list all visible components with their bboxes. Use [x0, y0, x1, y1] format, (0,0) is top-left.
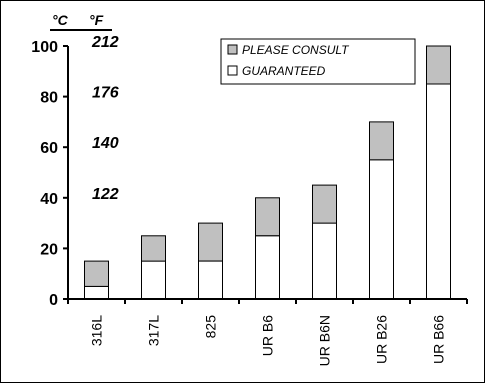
x-category-label: UR B6 [260, 315, 276, 356]
bar-segment-please-consult [312, 184, 337, 224]
bar-segment-guaranteed [198, 260, 223, 300]
legend-swatch-guaranteed [227, 65, 238, 76]
bar-segment-guaranteed [141, 260, 166, 300]
y-tick-label: 40 [40, 191, 58, 208]
x-category-label: 316L [89, 315, 105, 346]
bars [84, 45, 451, 300]
fahrenheit-label: 140 [92, 135, 119, 152]
bar-segment-please-consult [255, 197, 280, 237]
fahrenheit-labels: 212 176 140 122 [91, 34, 119, 203]
x-category-label: UR B26 [374, 315, 390, 364]
bar-segment-guaranteed [312, 222, 337, 300]
x-category-label: UR B66 [431, 315, 447, 364]
legend: PLEASE CONSULT GUARANTEED [220, 38, 416, 85]
fahrenheit-label: 212 [91, 34, 119, 51]
bar-segment-guaranteed [255, 235, 280, 300]
x-axis: 316L 317L 825 UR B6 UR B6N UR B26 UR B66 [67, 298, 468, 366]
x-category-label: UR B6N [317, 315, 333, 366]
legend-box [220, 38, 416, 85]
x-category-label: 317L [146, 315, 162, 346]
legend-label-guaranteed: GUARANTEED [242, 64, 326, 78]
y-tick-label: 60 [40, 140, 58, 157]
bar-segment-please-consult [369, 121, 394, 161]
y-tick-label: 100 [31, 39, 58, 56]
bar-segment-please-consult [426, 45, 451, 85]
bar-segment-guaranteed [426, 83, 451, 300]
bar-segment-please-consult [84, 260, 109, 287]
y-unit-fahrenheit-label: °F [89, 12, 104, 28]
y-tick-label: 0 [49, 292, 58, 309]
y-axis: 0 20 40 60 80 100 [31, 39, 69, 309]
fahrenheit-label: 122 [92, 186, 119, 203]
x-category-label: 825 [203, 315, 219, 339]
bar-segment-please-consult [198, 222, 223, 262]
bar-segment-guaranteed [84, 285, 109, 300]
fahrenheit-label: 176 [92, 85, 119, 102]
bar-segment-guaranteed [369, 159, 394, 300]
legend-swatch-please-consult [227, 44, 238, 55]
y-tick-label: 80 [40, 90, 58, 107]
y-unit-celsius-label: °C [52, 12, 69, 28]
legend-label-please-consult: PLEASE CONSULT [242, 43, 350, 57]
y-tick-label: 20 [40, 241, 58, 258]
bar-segment-please-consult [141, 235, 166, 262]
